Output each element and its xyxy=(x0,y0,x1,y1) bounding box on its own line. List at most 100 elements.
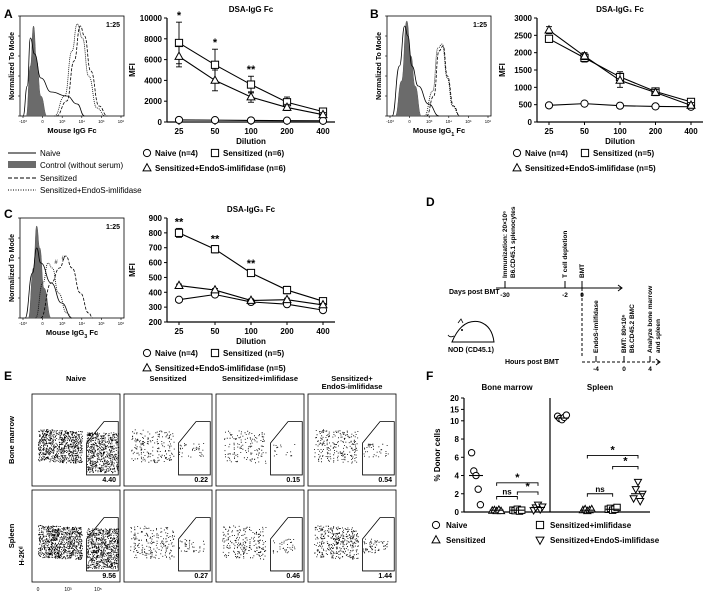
mouse-icon xyxy=(451,320,495,343)
hist-ylabel: Normalized To Mode xyxy=(376,32,383,100)
flow-plot-frame xyxy=(123,489,213,583)
y-tick-label: 400 xyxy=(149,288,163,297)
data-point xyxy=(544,101,554,110)
flow-plot-frame xyxy=(307,393,397,487)
y-tick-label: 10 xyxy=(450,417,459,426)
legend-marker xyxy=(210,348,220,358)
dot-point xyxy=(631,486,641,495)
data-point xyxy=(174,51,184,60)
x-tick-label: 200 xyxy=(649,127,663,136)
hours-arrowhead xyxy=(655,358,661,366)
hist-dilution-note: 1:25 xyxy=(473,22,487,29)
flow-gate xyxy=(362,517,395,572)
y-tick-label: 500 xyxy=(519,101,533,110)
data-point xyxy=(615,101,625,110)
legend-label: Sensitized (n=5) xyxy=(593,149,654,158)
legend-label: Sensitized (n=5) xyxy=(223,349,284,358)
hist-xtick-label: -10³ xyxy=(19,119,27,124)
hist-xtick-label: 10⁴ xyxy=(79,119,86,124)
y-tick-label: 0 xyxy=(455,508,460,517)
hist-xlabel-main: Mouse IgG Fc xyxy=(47,126,96,135)
flow-plot-frame xyxy=(215,393,305,487)
data-point xyxy=(651,102,660,111)
data-point xyxy=(210,75,220,84)
hist-xlabel-tail: Fc xyxy=(454,126,465,135)
y-axis-label: MFI xyxy=(498,63,507,77)
flow-events xyxy=(38,429,120,474)
hist-ylabel: Normalized To Mode xyxy=(9,32,16,100)
y-tick-label: 700 xyxy=(149,244,163,253)
hist-annotation-mark: # xyxy=(54,260,58,266)
significance-mark: ** xyxy=(247,258,256,270)
hist-xtick-label: 10⁶ xyxy=(118,119,125,124)
data-point xyxy=(318,299,328,309)
significance-bracket xyxy=(516,491,539,495)
flow-events xyxy=(314,525,389,560)
legend-marker xyxy=(142,362,152,372)
significance-mark: ** xyxy=(211,233,220,245)
x-tick-label: 50 xyxy=(580,127,589,136)
flow-gate xyxy=(270,421,303,476)
day-event-text: Immunization: 20×10⁶ xyxy=(502,211,509,278)
significance-label: * xyxy=(623,455,628,467)
legend-swatch-control xyxy=(8,161,36,168)
x-tick-label: 25 xyxy=(545,127,554,136)
data-point xyxy=(544,34,554,43)
hist-xlabel-tail: Fc xyxy=(87,328,98,337)
flow-gate-value: 0.54 xyxy=(378,477,392,484)
hist-control-fill xyxy=(28,225,52,319)
day-event-text: T cell depletion xyxy=(562,231,569,278)
flow-gate xyxy=(86,517,119,572)
flow-gate xyxy=(86,421,119,476)
y-tick-label: 2000 xyxy=(514,49,532,58)
data-point xyxy=(615,75,625,84)
hist-xtick-label: -10³ xyxy=(386,119,394,124)
hist-naive-curve xyxy=(391,25,440,117)
y-tick-label: 3000 xyxy=(514,14,532,23)
legend-marker xyxy=(142,162,152,172)
dot-point xyxy=(629,495,638,504)
hist-xtick-label: 10⁶ xyxy=(118,321,125,326)
y-tick-label: 1000 xyxy=(514,83,532,92)
dot-point xyxy=(476,501,485,509)
hist-xlabel-sub: 1 xyxy=(451,132,454,138)
data-point xyxy=(174,280,184,289)
y-tick-label: 0 xyxy=(158,118,163,127)
histogram-legend: Naive Control (without serum) Sensitized… xyxy=(8,149,142,195)
hist-xlabel-main: Mouse IgG xyxy=(46,328,85,337)
flow-gate xyxy=(178,421,211,476)
flow-plot-frame xyxy=(31,489,121,583)
hour-tick-label: 4 xyxy=(648,366,652,373)
x-tick-label: 400 xyxy=(684,127,698,136)
data-point xyxy=(686,100,696,109)
data-point xyxy=(650,87,661,96)
data-point xyxy=(174,115,184,125)
data-point xyxy=(246,91,256,101)
flow-events xyxy=(130,525,205,560)
y-tick-label: 800 xyxy=(149,229,163,238)
dot-point xyxy=(635,497,645,506)
data-point xyxy=(318,109,328,119)
legend-marker xyxy=(535,536,545,546)
data-point xyxy=(579,50,590,60)
y-tick-label: 6000 xyxy=(144,56,162,65)
panel-letter-a: A xyxy=(4,7,13,21)
y-tick-label: 1500 xyxy=(514,66,532,75)
y-tick-label: 500 xyxy=(149,273,163,282)
mouse-eye-icon xyxy=(461,329,463,331)
legend-label: Sensitized (n=6) xyxy=(223,149,284,158)
legend-marker xyxy=(512,162,522,172)
chart-title: DSA-IgG Fc xyxy=(229,5,274,14)
hist-xtick-label: 10⁶ xyxy=(485,119,492,124)
legend-marker xyxy=(512,148,522,158)
hour-event-text: EndoS-imlifidase xyxy=(593,300,600,353)
histogram-panel-c: 1:25 -10³ 0 10³ 10⁴ 10⁵ 10⁶ Mouse IgG3 Fc Normal… xyxy=(9,217,125,340)
significance-mark: ** xyxy=(247,64,256,76)
y-tick-label: 6 xyxy=(455,453,460,462)
panel-letter-c: C xyxy=(4,207,13,221)
data-point xyxy=(246,295,256,304)
data-point xyxy=(282,116,292,125)
hist-control-fill xyxy=(395,20,422,117)
